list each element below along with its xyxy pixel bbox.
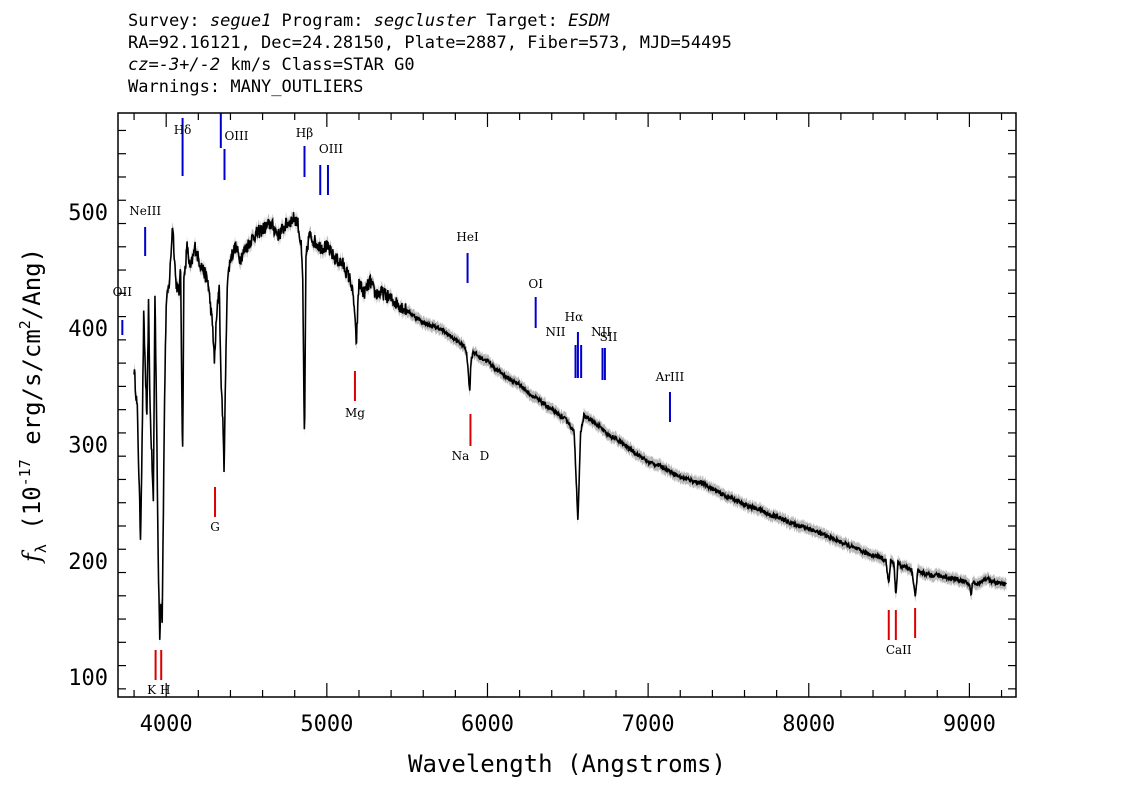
x-tick-label: 9000 bbox=[943, 712, 996, 737]
program-label: Program: bbox=[271, 11, 374, 31]
y-tick-label: 500 bbox=[68, 201, 108, 226]
emission-line-label: SII bbox=[600, 330, 618, 344]
absorption-line-label: H bbox=[160, 683, 170, 697]
header-line-coordinates: RA=92.16121, Dec=24.28150, Plate=2887, F… bbox=[128, 33, 732, 53]
emission-line-label: Hδ bbox=[174, 123, 192, 137]
emission-line-label: OIII bbox=[319, 142, 343, 156]
spectrum-header: Survey: segue1 Program: segcluster Targe… bbox=[128, 10, 732, 98]
spectrum-series bbox=[133, 212, 1007, 640]
x-tick-label: 8000 bbox=[782, 712, 835, 737]
cz-value: cz=-3+/-2 bbox=[128, 55, 221, 75]
x-tick-label: 5000 bbox=[300, 712, 353, 737]
y-tick-label: 300 bbox=[68, 434, 108, 459]
survey-label: Survey: bbox=[128, 11, 210, 31]
emission-line-label: OI bbox=[528, 277, 543, 291]
absorption-line-label: Na bbox=[452, 449, 470, 463]
emission-line-label: HeI bbox=[456, 230, 479, 244]
y-tick-label: 100 bbox=[68, 666, 108, 691]
plot-frame bbox=[117, 112, 1017, 698]
y-tick-label: 200 bbox=[68, 550, 108, 575]
absorption-line-label: D bbox=[480, 449, 490, 463]
emission-line-label: NII bbox=[546, 325, 566, 339]
emission-line-label: NII bbox=[591, 325, 611, 339]
x-tick-label: 6000 bbox=[461, 712, 514, 737]
y-tick-label: 400 bbox=[68, 317, 108, 342]
target-label: Target: bbox=[476, 11, 569, 31]
header-line-warnings: Warnings: MANY_OUTLIERS bbox=[128, 77, 364, 97]
spectrum-line bbox=[133, 212, 1007, 640]
axis-ticks: 4000 5000 6000 7000 8000 9000 100 200 300 400 500 bbox=[68, 113, 1016, 737]
absorption-line-label: Mg bbox=[345, 406, 365, 420]
target-value: ESDM bbox=[568, 11, 610, 31]
header-line-redshift: cz=-3+/-2 km/s Class=STAR G0 bbox=[128, 54, 732, 76]
absorption-line-label: K bbox=[147, 683, 157, 697]
class-text: km/s Class=STAR G0 bbox=[220, 55, 415, 75]
absorption-line-label: G bbox=[210, 520, 220, 534]
emission-line-label: NeIII bbox=[129, 204, 161, 218]
emission-line-label: Hβ bbox=[296, 126, 313, 140]
y-axis-title: fλ (10-17 erg/s/cm2/Ang) bbox=[16, 248, 50, 564]
emission-line-label: ArIII bbox=[655, 370, 685, 384]
x-tick-label: 7000 bbox=[622, 712, 675, 737]
emission-line-label: OIII bbox=[224, 129, 248, 143]
program-value: segcluster bbox=[373, 11, 477, 31]
x-tick-label: 4000 bbox=[140, 712, 193, 737]
x-axis-title: Wavelength (Angstroms) bbox=[408, 750, 726, 778]
survey-value: segue1 bbox=[209, 11, 272, 31]
absorption-line-label: CaII bbox=[886, 643, 912, 657]
emission-line-label: OII bbox=[113, 285, 133, 299]
emission-line-label: Hα bbox=[565, 310, 584, 324]
header-line-survey: Survey: segue1 Program: segcluster Targe… bbox=[128, 10, 732, 32]
